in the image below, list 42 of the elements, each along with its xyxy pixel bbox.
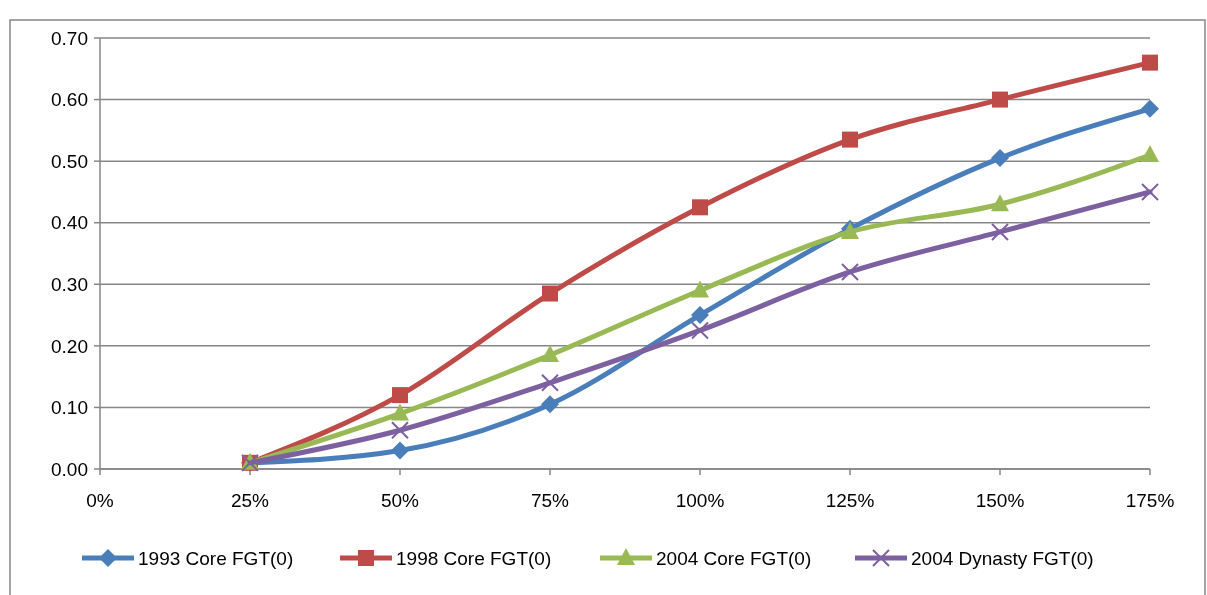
x-tick-label: 50% (380, 490, 420, 511)
point (992, 91, 1008, 108)
x-tick-label: 75% (530, 490, 570, 511)
y-tick-label: 0.10 (51, 397, 88, 419)
point (1142, 54, 1158, 71)
point (391, 403, 409, 421)
point (991, 222, 1009, 241)
y-tick-label: 0.70 (51, 27, 88, 49)
point (542, 285, 558, 302)
point (991, 149, 1009, 168)
x-tick-label: 175% (1125, 490, 1175, 511)
point (392, 387, 408, 404)
point (1141, 99, 1159, 118)
legend-label: 1998 Core FGT(0) (396, 547, 552, 569)
x-tick-label: 25% (230, 490, 270, 511)
x-tick-label: 150% (975, 490, 1025, 511)
point (691, 280, 709, 298)
point (541, 395, 559, 414)
point (391, 441, 409, 460)
y-tick-label: 0.00 (51, 458, 88, 480)
point (1141, 144, 1159, 162)
point (691, 306, 709, 325)
x-tick-label: 125% (825, 490, 875, 511)
point (841, 262, 859, 281)
y-tick-label: 0.40 (51, 212, 88, 234)
point (391, 421, 409, 440)
point (1141, 182, 1159, 201)
point (842, 131, 858, 148)
x-tick-label: 100% (675, 490, 725, 511)
x-tick-label: 0% (86, 490, 114, 511)
legend-label: 2004 Dynasty FGT(0) (911, 547, 1094, 569)
y-tick-label: 0.30 (51, 273, 88, 295)
point (991, 194, 1009, 212)
point (541, 373, 559, 392)
point (541, 345, 559, 363)
point (692, 199, 708, 216)
y-tick-label: 0.20 (51, 335, 88, 357)
legend-label: 1993 Core FGT(0) (138, 547, 294, 569)
legend-label: 2004 Core FGT(0) (656, 547, 812, 569)
y-tick-label: 0.60 (51, 89, 88, 111)
point (691, 321, 709, 340)
y-tick-label: 0.50 (51, 150, 88, 172)
